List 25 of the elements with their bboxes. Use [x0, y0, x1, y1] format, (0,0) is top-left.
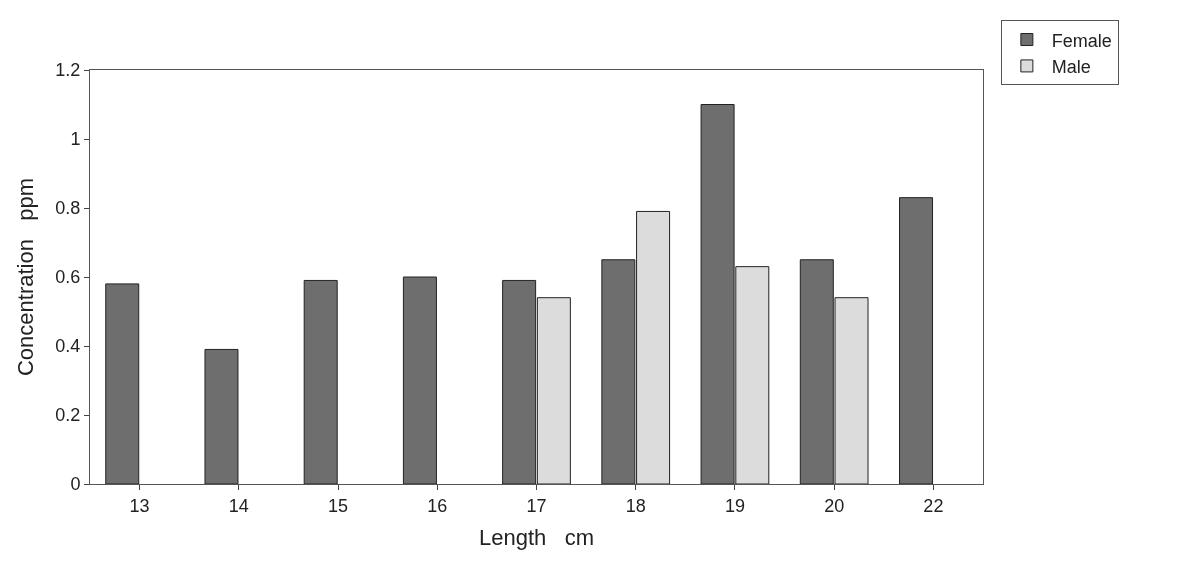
- y-tick-label: 0.8: [55, 198, 81, 219]
- x-tick-label: 22: [923, 495, 944, 516]
- x-tick-label: 20: [824, 495, 845, 516]
- y-tick-label: 0.6: [55, 267, 81, 288]
- y-tick-label: 1: [70, 129, 81, 150]
- legend-label: Female: [1051, 30, 1112, 51]
- legend-label: Male: [1051, 56, 1091, 77]
- bar: [899, 197, 934, 484]
- x-axis-title: Length cm: [479, 525, 594, 551]
- y-axis-title: Concentration ppm: [13, 177, 39, 377]
- x-tick-label: 15: [328, 495, 349, 516]
- x-tick-label: 18: [625, 495, 646, 516]
- bar: [204, 348, 239, 484]
- x-tick-label: 16: [427, 495, 448, 516]
- y-tick-label: 1.2: [55, 60, 81, 81]
- bar: [402, 276, 437, 484]
- x-tick-label: 14: [228, 495, 249, 516]
- bar: [303, 279, 338, 484]
- y-tick-label: 0.4: [55, 336, 81, 357]
- x-tick-label: 13: [129, 495, 150, 516]
- y-tick-label: 0: [70, 474, 81, 495]
- y-tick-label: 0.2: [55, 405, 81, 426]
- x-tick-label: 17: [526, 495, 547, 516]
- bar: [105, 283, 140, 484]
- x-tick-label: 19: [724, 495, 745, 516]
